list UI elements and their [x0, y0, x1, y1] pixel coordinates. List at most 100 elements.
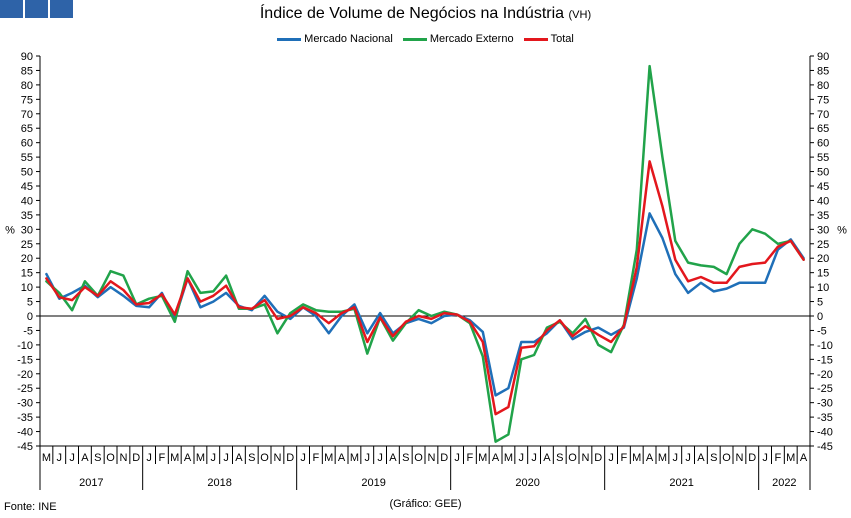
x-tick-label-month: M — [350, 452, 359, 464]
x-tick-label-month: S — [94, 452, 101, 464]
y-tick-label-left: 20 — [21, 253, 33, 265]
x-tick-label-year: 2021 — [669, 477, 693, 489]
x-tick-label-month: S — [556, 452, 563, 464]
y-tick-label-right: -15 — [817, 354, 833, 366]
x-tick-label-month: J — [377, 452, 383, 464]
x-tick-label-month: A — [543, 452, 551, 464]
logo-box — [25, 0, 48, 18]
x-tick-label-month: D — [286, 452, 294, 464]
x-tick-label-month: M — [504, 452, 513, 464]
x-tick-label-month: F — [467, 452, 474, 464]
legend-label-mercado-externo: Mercado Externo — [429, 33, 514, 45]
x-tick-label-month: D — [748, 452, 756, 464]
y-tick-label-left: 50 — [21, 167, 33, 179]
x-tick-label-month: A — [389, 452, 397, 464]
x-tick-label-month: J — [608, 452, 614, 464]
y-tick-label-right: 20 — [817, 253, 829, 265]
y-tick-label-right: 0 — [817, 311, 823, 323]
legend-swatch-mercado-externo — [402, 37, 427, 41]
x-tick-label-month: O — [414, 452, 423, 464]
x-tick-label-month: M — [196, 452, 205, 464]
y-tick-label-right: -40 — [817, 427, 833, 439]
x-tick-label-month: J — [365, 452, 371, 464]
x-tick-label-month: J — [685, 452, 691, 464]
chart-title: Índice de Volume de Negócios na Indústri… — [259, 5, 565, 22]
chart-title-block: Índice de Volume de Negócios na Indústri… — [0, 5, 851, 23]
x-tick-label-month: A — [184, 452, 192, 464]
x-tick-label-month: M — [632, 452, 641, 464]
y-tick-label-left: 55 — [21, 152, 33, 164]
x-tick-label-month: S — [710, 452, 717, 464]
x-tick-label-month: O — [260, 452, 269, 464]
y-tick-label-left: 10 — [21, 282, 33, 294]
y-tick-label-right: -25 — [817, 383, 833, 395]
chart-credit: (Gráfico: GEE) — [389, 498, 462, 510]
y-tick-label-left: -35 — [17, 412, 33, 424]
data-source: Fonte: INE — [4, 501, 57, 513]
x-tick-label-year: 2020 — [515, 477, 539, 489]
y-tick-label-right: -5 — [817, 325, 827, 337]
x-tick-label-month: A — [81, 452, 89, 464]
y-tick-label-left: 90 — [21, 51, 33, 63]
y-tick-label-left: 5 — [27, 297, 33, 309]
y-tick-label-left: 40 — [21, 195, 33, 207]
x-tick-label-month: A — [235, 452, 243, 464]
y-tick-label-right: 60 — [817, 138, 829, 150]
y-axis-label-right: % — [837, 224, 847, 236]
x-tick-label-month: O — [568, 452, 577, 464]
x-tick-label-month: N — [427, 452, 435, 464]
logo-box — [0, 0, 23, 18]
y-tick-label-right: 10 — [817, 282, 829, 294]
series-line-mercado-nacional — [45, 212, 805, 397]
legend: Mercado Nacional Mercado Externo Total — [0, 33, 851, 45]
series-line-mercado-externo — [45, 64, 805, 443]
x-tick-label-month: J — [531, 452, 537, 464]
x-tick-label-month: F — [159, 452, 166, 464]
y-tick-label-left: -45 — [17, 441, 33, 453]
x-tick-label-month: A — [646, 452, 654, 464]
x-tick-label-year: 2017 — [79, 477, 103, 489]
x-tick-label-month: M — [478, 452, 487, 464]
logo-box — [50, 0, 73, 18]
y-tick-label-right: 75 — [817, 94, 829, 106]
y-tick-label-right: 25 — [817, 239, 829, 251]
legend-swatch-total — [523, 37, 548, 41]
x-tick-label-month: F — [313, 452, 320, 464]
y-tick-label-right: -30 — [817, 398, 833, 410]
legend-swatch-mercado-nacional — [277, 37, 302, 41]
y-tick-label-right: 50 — [817, 167, 829, 179]
x-tick-label-month: A — [800, 452, 808, 464]
y-tick-label-left: 25 — [21, 239, 33, 251]
series-line-total — [45, 160, 805, 416]
ine-logo — [0, 0, 73, 18]
x-tick-label-month: M — [170, 452, 179, 464]
legend-item-mercado-externo: Mercado Externo — [402, 33, 514, 45]
legend-item-total: Total — [523, 33, 574, 45]
y-axis-label-left: % — [5, 224, 15, 236]
y-tick-label-right: 70 — [817, 109, 829, 121]
x-tick-label-month: A — [697, 452, 705, 464]
y-tick-label-right: 90 — [817, 51, 829, 63]
x-tick-label-month: O — [106, 452, 115, 464]
x-tick-label-year: 2022 — [772, 477, 796, 489]
y-tick-label-left: 15 — [21, 268, 33, 280]
x-tick-label-month: J — [300, 452, 306, 464]
y-tick-label-left: -30 — [17, 398, 33, 410]
x-tick-label-month: J — [57, 452, 63, 464]
y-tick-label-left: -15 — [17, 354, 33, 366]
x-tick-label-month: J — [519, 452, 525, 464]
y-tick-label-left: 80 — [21, 80, 33, 92]
x-tick-label-year: 2019 — [361, 477, 385, 489]
y-tick-label-right: -20 — [817, 369, 833, 381]
x-tick-label-month: M — [42, 452, 51, 464]
x-tick-label-month: D — [440, 452, 448, 464]
x-tick-label-month: M — [324, 452, 333, 464]
y-tick-label-left: 0 — [27, 311, 33, 323]
x-tick-label-year: 2018 — [207, 477, 231, 489]
y-tick-label-right: 40 — [817, 195, 829, 207]
x-tick-label-month: J — [69, 452, 75, 464]
y-tick-label-left: -5 — [23, 325, 33, 337]
legend-item-mercado-nacional: Mercado Nacional — [277, 33, 393, 45]
